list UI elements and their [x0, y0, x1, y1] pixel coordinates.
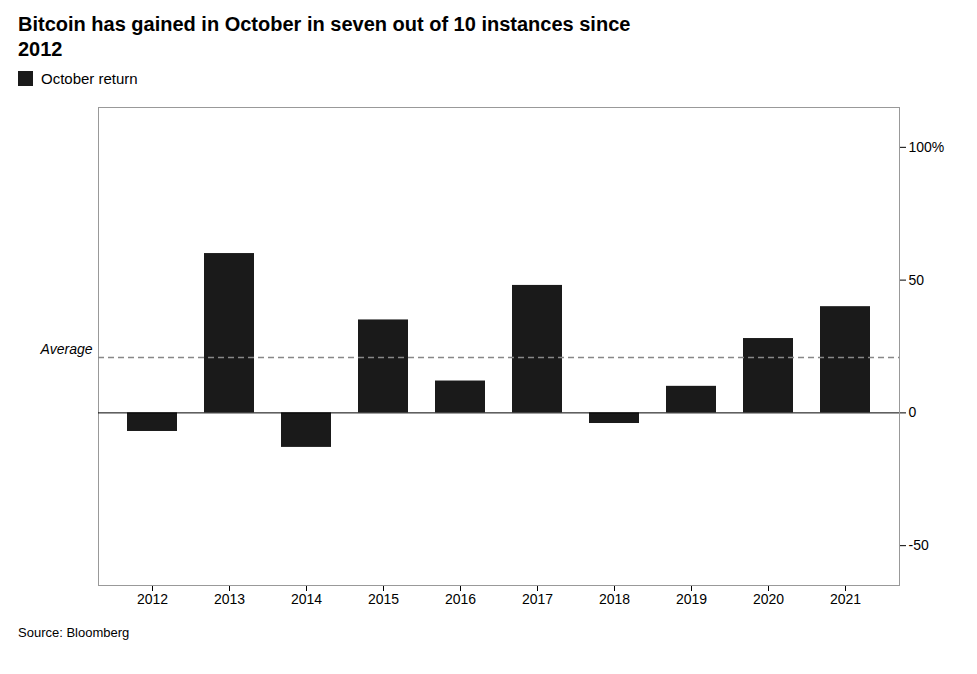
svg-text:2015: 2015 [368, 591, 399, 607]
svg-text:50: 50 [909, 272, 925, 288]
svg-text:100%: 100% [909, 139, 945, 155]
svg-text:2017: 2017 [522, 591, 553, 607]
svg-text:2016: 2016 [445, 591, 476, 607]
html-text:October return: October return [41, 70, 138, 87]
svg-text:2012: 2012 [137, 591, 168, 607]
html-text:Source: Bloomberg: Source: Bloomberg [18, 625, 130, 640]
svg-text:0: 0 [909, 404, 917, 420]
html-text:Bitcoin has gained in October: Bitcoin has gained in October in seven o… [18, 13, 631, 60]
svg-text:2020: 2020 [753, 591, 784, 607]
svg-text:2021: 2021 [830, 591, 861, 607]
svg-text:2013: 2013 [214, 591, 245, 607]
svg-text:Average: Average [40, 341, 93, 357]
svg-text:2019: 2019 [676, 591, 707, 607]
svg-text:2018: 2018 [599, 591, 630, 607]
svg-text:2014: 2014 [291, 591, 322, 607]
svg-text:-50: -50 [909, 537, 929, 553]
